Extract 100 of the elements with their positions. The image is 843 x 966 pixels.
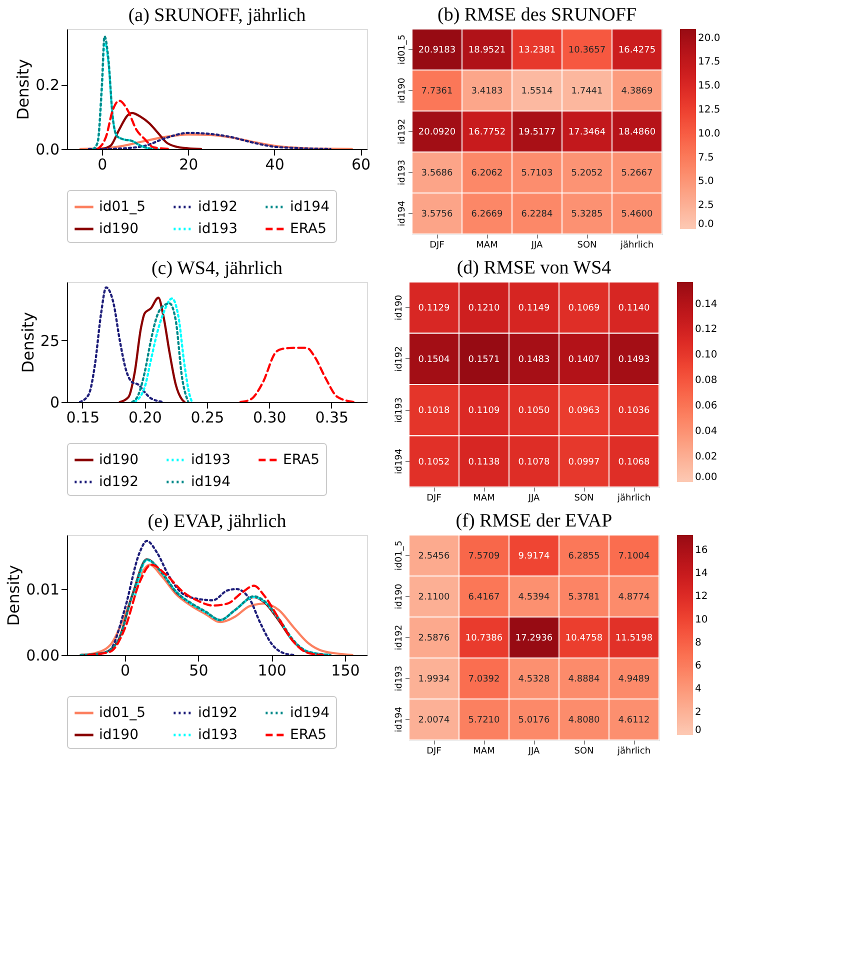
color-bar-label: 0.06	[695, 400, 718, 412]
legend-label: id01_5	[99, 199, 146, 215]
color-bar-label: 15.0	[698, 80, 720, 92]
line-series	[239, 346, 355, 402]
data-label: 7.1004	[618, 552, 650, 562]
color-bar-label: 2.5	[698, 200, 714, 212]
color-bar-label: 0.0	[698, 219, 714, 230]
data-label: 1.7441	[571, 86, 603, 96]
y-tick-label: id194	[394, 706, 404, 732]
x-tick-label: JJA	[530, 240, 544, 250]
chart-title: (c) WS4, jährlich	[151, 258, 284, 279]
x-tick-label: 0.30	[252, 408, 286, 426]
x-tick-label: jährlich	[616, 494, 651, 504]
color-bar-label: 6	[695, 660, 702, 672]
x-tick-label: MAM	[473, 494, 495, 504]
y-tick-label: id190	[398, 78, 408, 104]
x-tick-label: SON	[577, 240, 597, 250]
data-label: 6.2669	[471, 210, 504, 220]
data-label: 4.5394	[518, 592, 550, 602]
color-bar-label: 4	[695, 684, 702, 695]
x-tick-label: 100	[258, 662, 286, 680]
x-tick-label: 0.25	[190, 408, 224, 426]
data-label: 0.1571	[468, 354, 500, 365]
data-label: 0.1109	[468, 406, 500, 416]
data-label: 7.5709	[468, 552, 500, 562]
color-bar-label: 20.0	[698, 32, 720, 44]
data-label: 3.5756	[421, 210, 454, 220]
data-label: 5.2667	[621, 168, 653, 178]
data-label: 5.3781	[568, 592, 600, 602]
x-tick-label: 0.15	[66, 408, 100, 426]
data-label: 0.1504	[418, 354, 450, 365]
data-label: 19.5177	[518, 128, 556, 138]
line-series	[78, 286, 164, 402]
y-tick-label: 0	[50, 394, 60, 412]
y-axis-title: Density	[4, 565, 24, 626]
data-label: 0.0963	[568, 406, 600, 416]
legend-label: id192	[198, 199, 238, 215]
legend-label: id193	[198, 221, 238, 237]
line-series	[118, 296, 186, 402]
chart-title: (e) EVAP, jährlich	[148, 511, 287, 532]
data-label: 7.0392	[468, 674, 500, 684]
data-label: 0.1138	[468, 457, 500, 468]
legend-label: ERA5	[283, 452, 320, 468]
legend-label: id192	[99, 474, 138, 490]
y-tick-label: 25	[40, 332, 60, 350]
data-label: 0.1129	[418, 304, 450, 314]
legend-label: id193	[198, 727, 238, 743]
y-tick-label: id192	[394, 624, 404, 650]
data-label: 7.7361	[421, 86, 453, 96]
data-label: 0.1052	[418, 457, 450, 468]
color-bar-label: 16	[695, 544, 708, 556]
data-label: 0.1018	[418, 406, 450, 416]
y-tick-label: id01_5	[394, 540, 404, 570]
y-tick-label: id194	[398, 200, 408, 226]
color-bar-label: 2	[695, 706, 702, 718]
y-tick-label: id193	[394, 666, 404, 692]
data-label: 4.5328	[518, 674, 550, 684]
data-label: 13.2381	[518, 46, 556, 56]
legend-label: id190	[99, 452, 138, 468]
y-tick-label: id192	[398, 118, 408, 144]
legend-label: id193	[191, 452, 230, 468]
data-label: 0.1140	[618, 304, 650, 314]
data-label: 10.7386	[465, 634, 503, 644]
x-tick-label: 50	[189, 662, 208, 680]
y-tick-label: id190	[394, 294, 404, 320]
color-bar-label: 0.08	[695, 375, 718, 386]
data-label: 11.5198	[615, 634, 653, 644]
color-bar-label: 10.0	[698, 128, 720, 140]
data-label: 4.6112	[618, 716, 650, 726]
y-tick-label: id193	[398, 160, 408, 186]
x-tick-label: SON	[574, 746, 594, 756]
data-label: 0.1069	[568, 304, 600, 314]
legend-label: id194	[290, 199, 330, 215]
legend-label: ERA5	[290, 727, 326, 743]
data-label: 5.7210	[468, 716, 500, 726]
x-tick-label: MAM	[473, 746, 495, 756]
data-label: 5.3285	[571, 210, 603, 220]
color-bar-label: 0.10	[695, 350, 718, 361]
data-label: 0.1149	[518, 304, 550, 314]
legend-label: id194	[191, 474, 231, 490]
y-tick-label: id01_5	[398, 34, 408, 64]
chart-title: (d) RMSE von WS4	[456, 258, 612, 278]
color-bar-label: 5.0	[698, 176, 714, 188]
data-label: 5.4600	[621, 210, 654, 220]
legend-label: ERA5	[290, 221, 326, 237]
x-tick-label: 0.35	[315, 408, 349, 426]
x-tick-label: jährlich	[619, 240, 654, 250]
data-label: 0.1210	[468, 304, 500, 314]
data-label: 16.4275	[618, 46, 656, 56]
data-label: 0.1078	[518, 457, 550, 468]
color-bar-label: 0	[695, 725, 702, 736]
data-label: 4.3869	[621, 86, 654, 96]
data-label: 6.2062	[471, 168, 503, 178]
line-series	[134, 558, 332, 655]
data-label: 10.4758	[565, 634, 603, 644]
data-label: 0.1483	[518, 354, 550, 365]
line-series	[100, 112, 202, 149]
color-bar-label: 0.00	[695, 472, 718, 483]
color-bar-label: 0.12	[695, 324, 718, 336]
legend-label: id01_5	[99, 705, 146, 721]
